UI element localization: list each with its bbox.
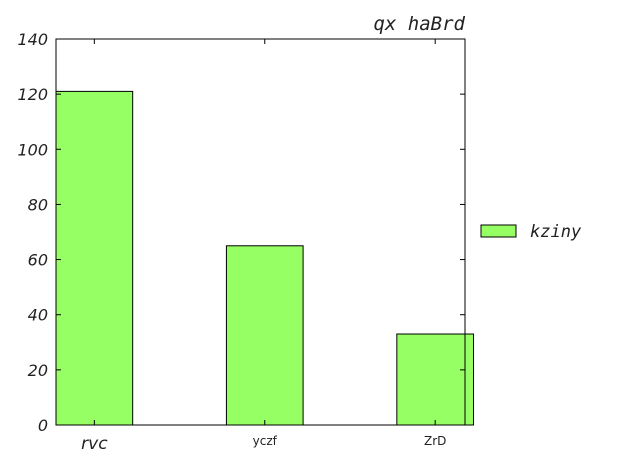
- plot-frame: [55, 38, 466, 426]
- x-tick-label: rvc: [81, 434, 108, 454]
- x-tick-label: ZrD: [424, 434, 446, 448]
- bar: [396, 333, 475, 426]
- x-tick-label: yczf: [253, 434, 278, 448]
- y-tick-label: 80: [28, 195, 48, 214]
- legend-swatch: [480, 224, 517, 238]
- y-tick-label: 140: [17, 30, 48, 49]
- legend: kziny: [480, 222, 582, 242]
- y-tick-label: 0: [38, 416, 48, 435]
- bar: [225, 245, 304, 426]
- plot-area: 0 20 40 60 80 100 120 140 rvc yczf ZrD: [17, 30, 475, 454]
- y-tick-label: 120: [17, 85, 48, 104]
- y-tick-label: 20: [28, 361, 48, 380]
- y-tick-label: 60: [28, 251, 48, 270]
- y-tick-label: 100: [17, 140, 48, 159]
- bar: [55, 90, 134, 426]
- y-tick-label: 40: [28, 306, 48, 325]
- legend-label: kziny: [530, 222, 582, 242]
- chart-title: qx haBrd: [373, 13, 465, 35]
